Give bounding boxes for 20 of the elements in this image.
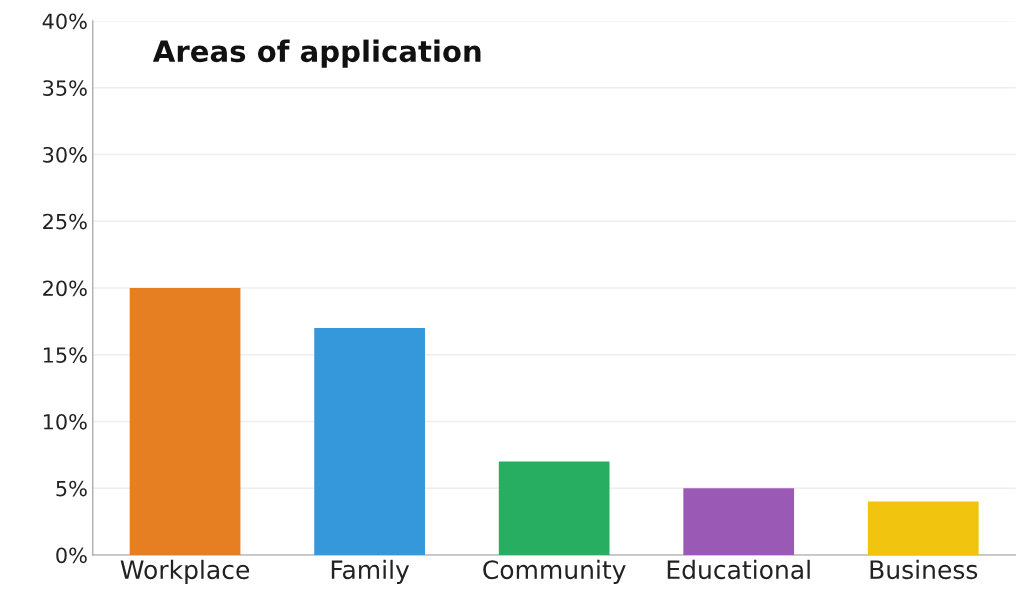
x-tick-label: Workplace (120, 559, 250, 584)
x-tick-label: Educational (667, 559, 810, 580)
bar (498, 461, 610, 555)
text: Areas of application (152, 39, 481, 68)
y-tick-label: 35% (43, 80, 87, 96)
y-tick-label: 20% (43, 280, 87, 297)
bar (867, 501, 979, 555)
y-tick-label: 15% (43, 347, 87, 363)
y-tick-label: 0% (56, 547, 87, 564)
y-tick-label: 25% (43, 213, 87, 230)
x-tick-label: Business (870, 559, 978, 580)
x-tick-label: Community (483, 559, 626, 584)
y-tick-label: 30% (43, 146, 87, 163)
bar (129, 287, 241, 555)
y-tick-label: 40% (42, 13, 87, 30)
x-tick-label: Family (331, 559, 410, 584)
bar (314, 327, 425, 555)
y-tick-label: 10% (43, 413, 87, 430)
y-tick-label: 5% (56, 480, 87, 497)
bar (683, 488, 795, 555)
